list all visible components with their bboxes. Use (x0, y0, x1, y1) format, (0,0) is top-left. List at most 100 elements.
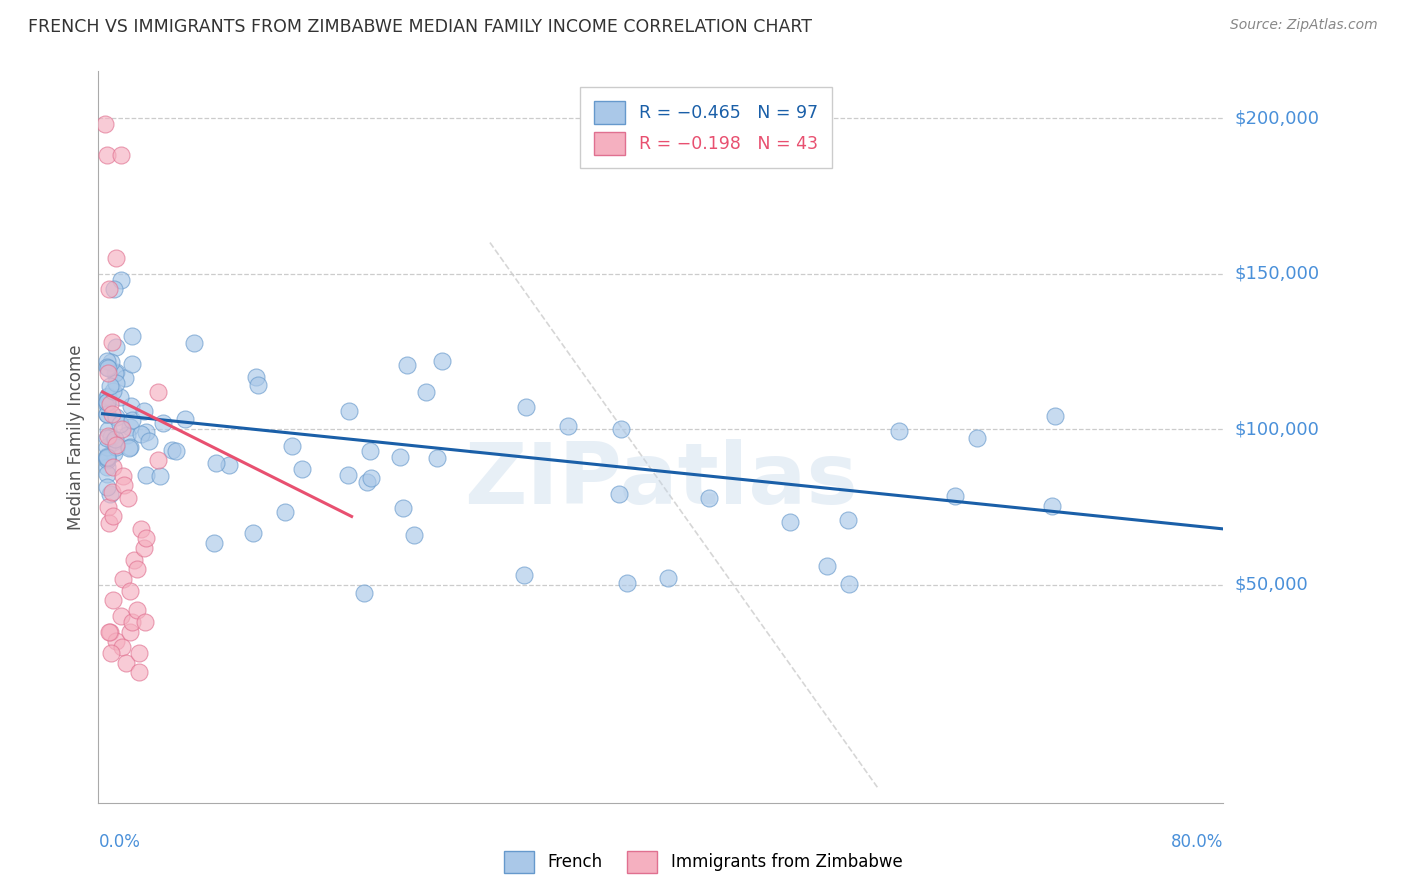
Point (96, 449, 118, 463)
Point (96, 398, 118, 412)
Point (396, 358, 419, 372)
Text: Source: ZipAtlas.com: Source: ZipAtlas.com (1230, 18, 1378, 32)
Point (100, 430, 122, 444)
Legend: R = −0.465   N = 97, R = −0.198   N = 43: R = −0.465 N = 97, R = −0.198 N = 43 (581, 87, 832, 169)
Point (128, 665, 150, 679)
Point (392, 500, 415, 515)
Point (103, 445, 125, 459)
Text: ZIPatlas: ZIPatlas (464, 440, 858, 523)
Point (202, 536, 225, 550)
Point (129, 427, 152, 442)
Point (245, 369, 267, 384)
Point (114, 371, 136, 385)
Point (815, 558, 838, 573)
Point (96, 407, 118, 421)
Point (135, 531, 157, 545)
Point (402, 528, 425, 542)
Point (110, 273, 132, 287)
Point (120, 440, 142, 454)
Point (513, 568, 536, 582)
Point (101, 593, 124, 607)
Point (125, 603, 148, 617)
Point (112, 572, 135, 586)
Point (104, 409, 127, 424)
Text: $50,000: $50,000 (1234, 576, 1308, 594)
Point (132, 404, 155, 418)
Point (96, 390, 118, 404)
Point (118, 420, 141, 434)
Point (97, 428, 120, 442)
Point (1040, 499, 1063, 513)
Point (110, 422, 132, 436)
Point (103, 434, 125, 449)
Point (356, 475, 378, 490)
Point (103, 459, 125, 474)
Point (101, 509, 124, 524)
Point (97, 423, 120, 437)
Point (274, 505, 297, 519)
Point (138, 434, 160, 448)
Point (101, 384, 124, 399)
Point (96, 467, 118, 482)
Point (101, 407, 124, 421)
Point (117, 491, 139, 505)
Point (134, 615, 156, 630)
Point (118, 441, 141, 455)
Point (943, 489, 966, 503)
Point (105, 365, 128, 379)
Y-axis label: Median Family Income: Median Family Income (66, 344, 84, 530)
Point (112, 469, 135, 483)
Text: 0.0%: 0.0% (98, 833, 141, 851)
Point (104, 433, 127, 447)
Point (280, 439, 302, 453)
Point (657, 570, 679, 584)
Point (96, 407, 118, 421)
Text: $100,000: $100,000 (1234, 420, 1319, 438)
Point (105, 438, 128, 452)
Point (242, 526, 264, 541)
Point (134, 541, 156, 555)
Point (104, 440, 127, 454)
Point (105, 251, 128, 265)
Point (112, 478, 135, 492)
Legend: French, Immigrants from Zimbabwe: French, Immigrants from Zimbabwe (498, 845, 908, 880)
Point (135, 425, 157, 440)
Point (966, 430, 988, 444)
Text: FRENCH VS IMMIGRANTS FROM ZIMBABWE MEDIAN FAMILY INCOME CORRELATION CHART: FRENCH VS IMMIGRANTS FROM ZIMBABWE MEDIA… (28, 18, 813, 36)
Point (183, 336, 205, 351)
Point (515, 400, 537, 414)
Point (415, 384, 437, 399)
Point (96, 148, 118, 162)
Point (247, 377, 270, 392)
Point (98, 624, 121, 639)
Point (96, 394, 118, 409)
Point (96, 453, 118, 467)
Point (108, 417, 131, 431)
Point (96, 354, 118, 368)
Point (887, 424, 910, 438)
Point (97, 361, 120, 376)
Point (697, 491, 720, 505)
Point (148, 453, 170, 467)
Point (105, 634, 128, 648)
Point (146, 384, 169, 399)
Point (426, 451, 449, 466)
Point (121, 413, 143, 427)
Text: 80.0%: 80.0% (1171, 833, 1223, 851)
Point (121, 615, 143, 630)
Point (101, 484, 124, 499)
Point (120, 584, 142, 599)
Point (152, 417, 174, 431)
Point (100, 355, 122, 369)
Point (125, 562, 148, 576)
Point (121, 357, 143, 371)
Point (100, 486, 122, 500)
Point (115, 428, 138, 442)
Point (104, 366, 127, 380)
Point (135, 468, 157, 483)
Point (96, 432, 118, 446)
Point (779, 515, 801, 529)
Point (129, 522, 152, 536)
Point (96, 395, 118, 409)
Point (607, 487, 630, 501)
